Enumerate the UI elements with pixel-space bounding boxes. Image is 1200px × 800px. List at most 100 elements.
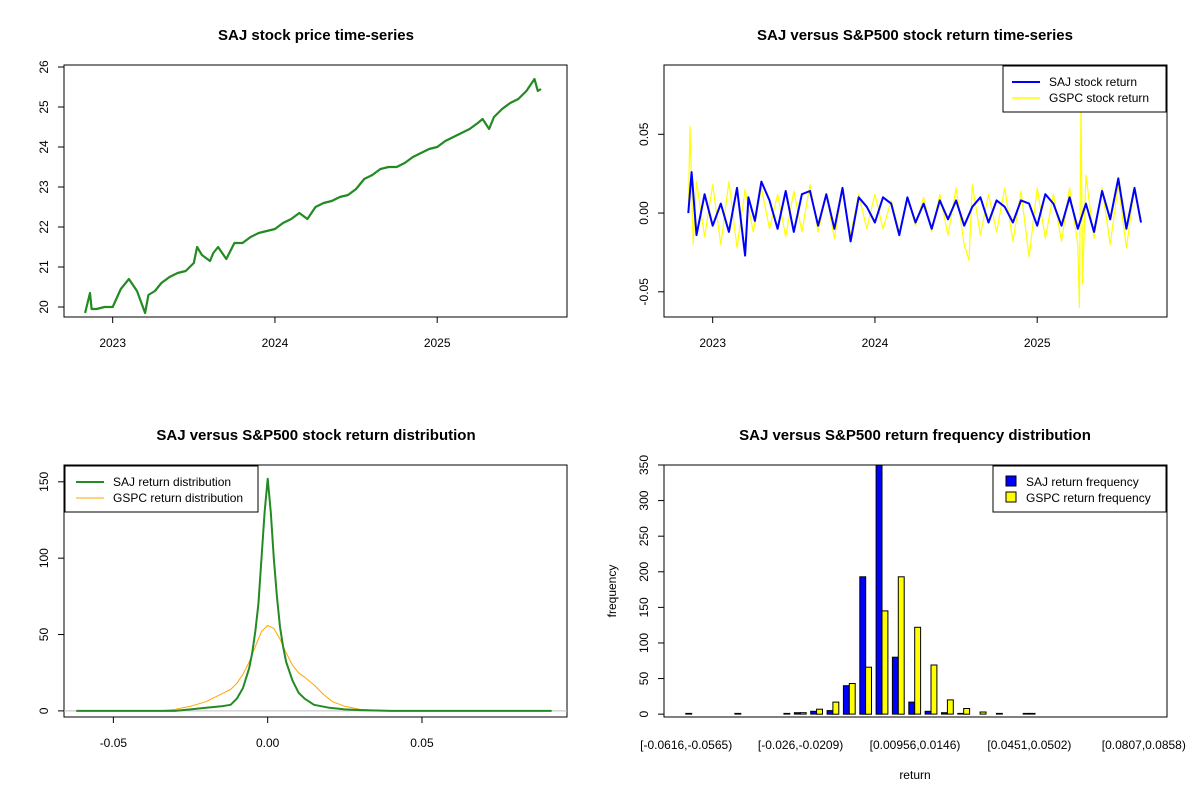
gspc-frequency-bar	[914, 626, 922, 715]
gspc-frequency-bar	[816, 708, 823, 715]
gspc-frequency-bar	[848, 683, 856, 715]
distribution-ytick-label: 0	[37, 707, 51, 714]
legend-box-frequency	[992, 465, 1167, 513]
gspc-frequency-bar	[979, 711, 987, 715]
return-xtick-label: 2025	[1024, 336, 1051, 350]
price-ytick-label: 25	[37, 100, 51, 114]
distribution-xtick-label: -0.05	[100, 736, 128, 750]
price-ytick-label: 20	[37, 300, 51, 314]
x-axis-price: 2023 2024 2025	[99, 317, 451, 350]
price-xtick-label: 2024	[262, 336, 289, 350]
frequency-xtick-label: [0.00956,0.0146)	[870, 738, 961, 752]
gspc-frequency-bar	[685, 712, 693, 715]
frequency-ytick-label: 50	[637, 672, 651, 686]
legend-swatch-gspc-frequency	[1005, 491, 1017, 503]
panel-price-series: SAJ stock price time-series 2023 2024 2025…	[37, 27, 568, 350]
plot-frame-frequency	[663, 464, 1168, 718]
legend-swatch-saj-frequency	[1005, 475, 1017, 487]
gspc-frequency-bar	[995, 712, 1003, 715]
price-ytick-label: 21	[37, 260, 51, 274]
y-axis-frequency: 0 50 100 150 200 250 300 350	[637, 455, 664, 717]
x-axis-distribution: -0.05 0.00 0.05	[100, 717, 434, 750]
gspc-frequency-bar	[963, 708, 971, 715]
distribution-xtick-label: 0.05	[410, 736, 434, 750]
legend-label-gspc-return: GSPC stock return	[1049, 91, 1149, 105]
price-ytick-label: 23	[37, 180, 51, 194]
return-ytick-label: 0.05	[637, 122, 651, 146]
chart-title-distribution: SAJ versus S&P500 stock return distribut…	[156, 427, 475, 444]
frequency-xtick-label: [-0.0616,-0.0565)	[640, 738, 732, 752]
chart-title-price: SAJ stock price time-series	[218, 27, 414, 44]
gspc-frequency-bar	[865, 666, 872, 715]
legend-box-return	[1002, 65, 1167, 113]
y-axis-price: 20 21 22 23 24 25 26	[37, 60, 64, 314]
y-axis-return: -0.05 0.00 0.05	[637, 122, 664, 305]
legend-label-saj-distribution: SAJ return distribution	[113, 475, 231, 489]
gspc-frequency-bar	[799, 712, 807, 715]
saj-frequency-bar	[842, 685, 850, 715]
return-ytick-label: 0.00	[637, 201, 651, 225]
return-ytick-label: -0.05	[637, 278, 651, 306]
price-ytick-label: 24	[37, 140, 51, 154]
frequency-ytick-label: 150	[637, 597, 651, 617]
saj-return-line	[687, 171, 1142, 257]
gspc-frequency-bar	[1028, 712, 1036, 715]
frequency-ytick-label: 100	[637, 633, 651, 653]
saj-density-line	[76, 477, 552, 712]
gspc-return-line	[687, 102, 1142, 309]
legend-label-saj-return: SAJ stock return	[1049, 75, 1137, 89]
legend-label-gspc-distribution: GSPC return distribution	[113, 491, 243, 505]
frequency-xtick-label: [-0.026,-0.0209)	[758, 738, 843, 752]
panel-return-distribution: SAJ versus S&P500 stock return distribut…	[37, 427, 568, 750]
x-axis-return: 2023 2024 2025	[699, 317, 1051, 350]
gspc-frequency-bar	[897, 576, 905, 715]
panel-return-series: SAJ versus S&P500 stock return time-seri…	[637, 27, 1168, 350]
series-lines-return	[687, 102, 1142, 309]
saj-frequency-bar	[891, 656, 899, 715]
x-axis-frequency: [-0.0616,-0.0565) [-0.026,-0.0209) [0.0095…	[640, 738, 1186, 752]
series-lines-price	[84, 77, 542, 315]
return-xtick-label: 2024	[862, 336, 889, 350]
x-axis-label-frequency: return	[899, 768, 930, 782]
y-axis-label-frequency: frequency	[605, 565, 619, 618]
gspc-frequency-bar	[832, 701, 840, 715]
legend-label-gspc-frequency: GSPC return frequency	[1026, 491, 1151, 505]
plot-frame-return	[663, 64, 1168, 318]
saj-frequency-bar	[826, 710, 834, 715]
price-xtick-label: 2025	[424, 336, 451, 350]
legend-return: SAJ stock return GSPC stock return	[1002, 65, 1167, 113]
frequency-xtick-label: [0.0807,0.0858)	[1102, 738, 1186, 752]
chart-title-frequency: SAJ versus S&P500 return frequency distr…	[739, 427, 1091, 444]
distribution-ytick-label: 50	[37, 628, 51, 642]
saj-frequency-bar	[859, 576, 867, 715]
y-axis-distribution: 0 50 100 150	[37, 471, 64, 714]
saj-frequency-bar	[924, 710, 932, 715]
frequency-xtick-label: [0.0451,0.0502)	[987, 738, 1071, 752]
frequency-ytick-label: 350	[637, 455, 651, 475]
return-xtick-label: 2023	[699, 336, 726, 350]
gspc-density-line	[76, 624, 552, 712]
bar-group-frequency	[685, 464, 1036, 715]
price-xtick-label: 2023	[99, 336, 126, 350]
price-ytick-label: 22	[37, 220, 51, 234]
saj-frequency-bar	[957, 712, 965, 715]
saj-frequency-bar	[1022, 712, 1030, 715]
frequency-ytick-label: 200	[637, 561, 651, 581]
series-lines-distribution	[76, 477, 552, 712]
saj-frequency-bar	[793, 712, 801, 715]
distribution-ytick-label: 150	[37, 471, 51, 491]
frequency-ytick-label: 0	[637, 710, 651, 717]
legend-frequency: SAJ return frequency GSPC return frequen…	[992, 465, 1167, 513]
gspc-frequency-bar	[734, 712, 742, 715]
plot-frame-price	[63, 64, 568, 318]
gspc-frequency-bar	[946, 699, 954, 715]
price-ytick-label: 26	[37, 60, 51, 74]
distribution-xtick-label: 0.00	[256, 736, 280, 750]
saj-frequency-bar	[810, 710, 818, 715]
legend-box-distribution	[64, 465, 259, 513]
legend-label-saj-frequency: SAJ return frequency	[1026, 475, 1139, 489]
saj-frequency-bar	[908, 701, 916, 715]
plot-frame-distribution	[63, 464, 568, 718]
gspc-frequency-bar	[930, 664, 938, 715]
